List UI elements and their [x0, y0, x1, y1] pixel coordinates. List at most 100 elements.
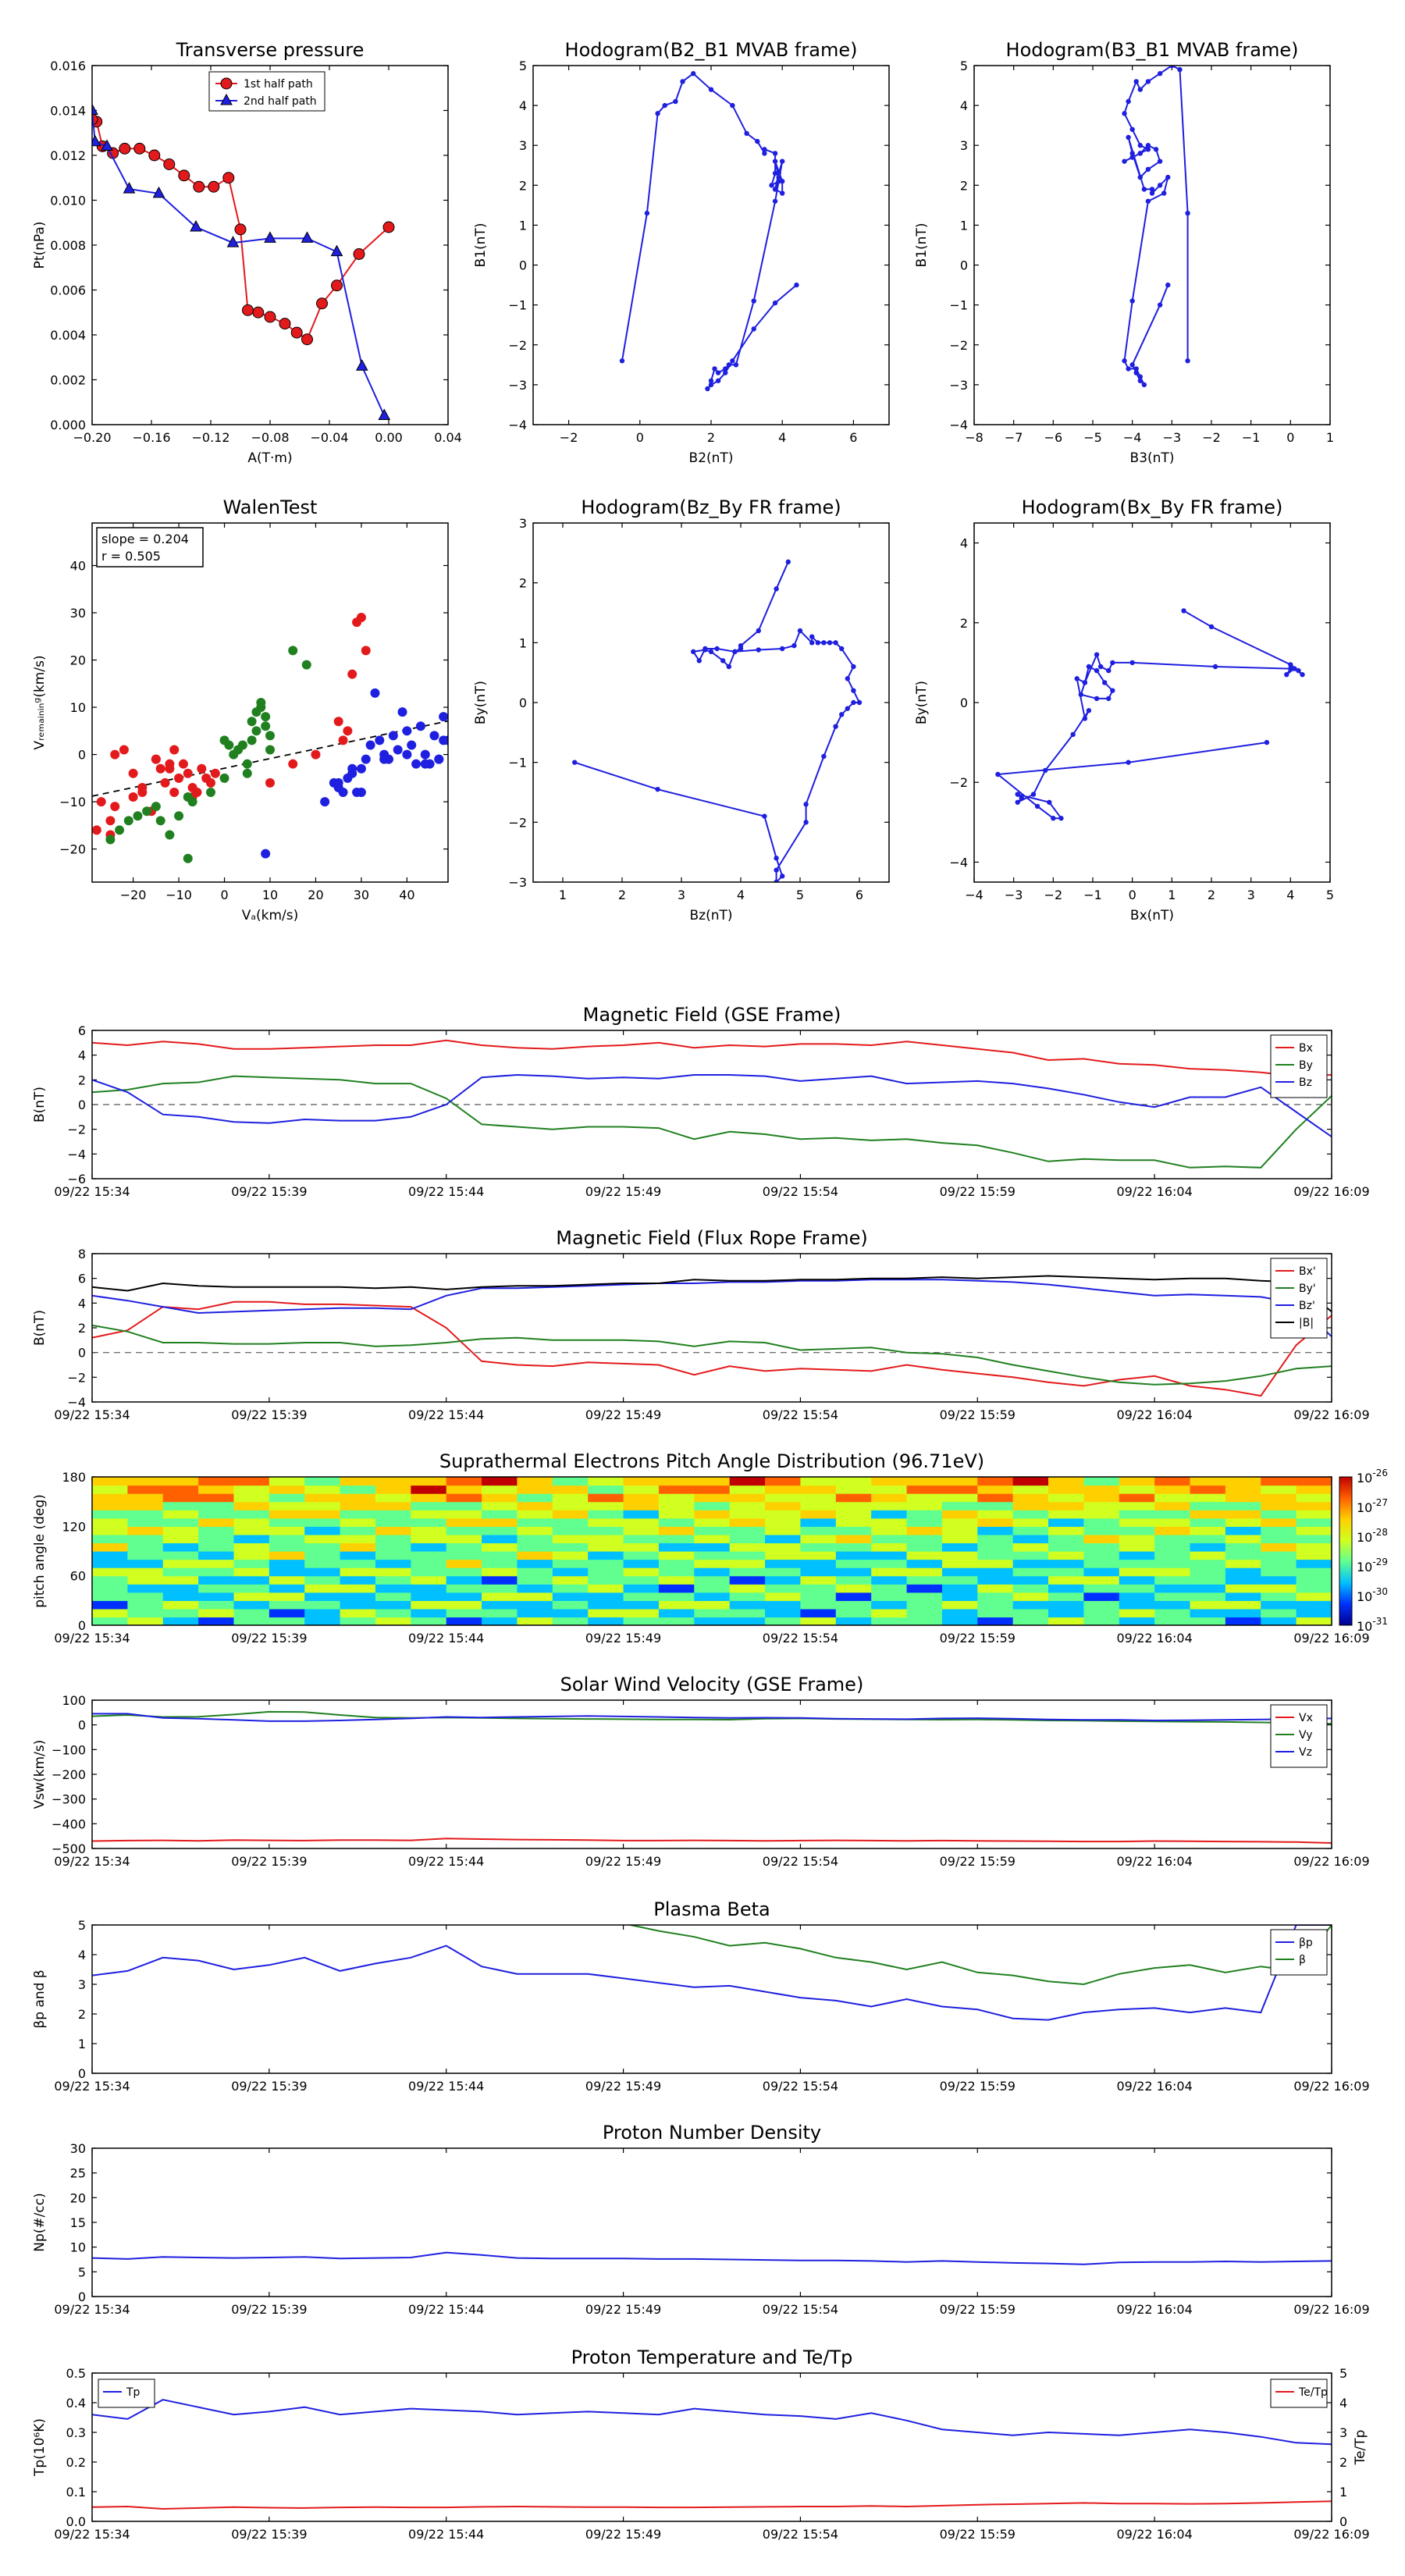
heatmap-cell: [340, 1485, 376, 1494]
data-point: [708, 378, 714, 383]
series-line-red: [92, 1838, 1332, 1844]
x-tick-label: −8: [965, 430, 984, 445]
heatmap-cell: [1261, 1517, 1297, 1527]
data-point: [1133, 370, 1139, 375]
time-tick-label: 09/22 15:34: [54, 1854, 130, 1869]
data-point: [1126, 98, 1131, 105]
time-tick-label: 09/22 16:09: [1293, 1407, 1369, 1422]
colorbar-tick-label: 10-31: [1357, 1616, 1388, 1634]
y-tick-label: −1: [508, 298, 527, 313]
data-point: [715, 378, 721, 383]
heatmap-cell: [1154, 1501, 1191, 1510]
scatter-point: [356, 763, 366, 774]
heatmap-cell: [1190, 1617, 1226, 1625]
y-tick-label: −4: [67, 1395, 86, 1410]
chart-title-h2: Hodogram(B3_B1 MVAB frame): [1006, 39, 1299, 61]
y-tick-label: 0.004: [50, 328, 86, 343]
plot-frame: [91, 2372, 1332, 2522]
heatmap-cell: [446, 1534, 482, 1544]
legend-label: Bx: [1299, 1042, 1313, 1055]
scatter-point: [439, 735, 448, 745]
x-tick-label: 2: [618, 888, 626, 902]
heatmap-cell: [517, 1600, 553, 1610]
heatmap-cell: [1119, 1567, 1155, 1577]
heatmap-cell: [1296, 1526, 1332, 1535]
scatter-point: [178, 759, 188, 769]
y-tick-label: −2: [67, 1123, 86, 1137]
y-tick-label: 40: [70, 558, 86, 573]
time-tick-label: 09/22 15:59: [940, 1854, 1016, 1869]
data-point: [712, 366, 717, 372]
time-tick-label: 09/22 15:39: [231, 1854, 307, 1869]
data-point: [119, 142, 131, 155]
time-tick-label: 09/22 15:59: [940, 1631, 1016, 1646]
heatmap-cell: [977, 1477, 1014, 1486]
heatmap-cell: [482, 1551, 518, 1560]
heatmap-cell: [269, 1600, 305, 1610]
heatmap-cell: [694, 1567, 731, 1577]
plot-area-h3: [572, 559, 863, 882]
heatmap-cell: [1119, 1617, 1155, 1625]
time-tick-label: 09/22 16:04: [1116, 1407, 1192, 1422]
heatmap-cell: [1296, 1493, 1332, 1503]
heatmap-cell: [1012, 1517, 1049, 1527]
heatmap-cell: [694, 1534, 731, 1544]
heatmap-cell: [1154, 1592, 1191, 1601]
heatmap-cell: [552, 1592, 589, 1601]
chart-title-h1: Hodogram(B2_B1 MVAB frame): [565, 39, 858, 61]
time-tick-label: 09/22 16:04: [1116, 2079, 1192, 2094]
heatmap-cell: [977, 1584, 1014, 1593]
y-tick-label: 0: [78, 1718, 86, 1733]
heatmap-cell: [623, 1485, 660, 1494]
x-tick-label: 0.04: [434, 430, 462, 445]
legend-box: [1270, 1704, 1328, 1768]
plot-frame: [91, 522, 449, 883]
heatmap-cell: [233, 1526, 270, 1535]
data-point: [708, 649, 714, 655]
plot-frame: [973, 65, 1331, 425]
chart-vsw: [91, 1699, 1332, 1849]
time-tick-label: 09/22 15:49: [585, 2302, 661, 2317]
heatmap-cell: [1296, 1584, 1332, 1593]
data-point: [264, 231, 276, 243]
heatmap-cell: [623, 1608, 660, 1618]
heatmap-cell: [304, 1501, 341, 1510]
time-tick-label: 09/22 15:49: [585, 1407, 661, 1422]
heatmap-cell: [1012, 1526, 1049, 1535]
heatmap-cell: [1225, 1600, 1261, 1610]
heatmap-cell: [729, 1559, 766, 1568]
heatmap-cell: [623, 1584, 660, 1593]
heatmap-cell: [1296, 1600, 1332, 1610]
heatmap-cell: [977, 1534, 1014, 1544]
heatmap-cell: [623, 1501, 660, 1510]
heatmap-cell: [1119, 1592, 1155, 1601]
heatmap-cell: [871, 1584, 908, 1593]
data-point: [833, 724, 838, 729]
heatmap-cell: [977, 1517, 1014, 1527]
y-tick-label: 10: [70, 700, 86, 715]
heatmap-cell: [92, 1485, 128, 1494]
heatmap-cell: [517, 1526, 553, 1535]
y-axis-label: By(nT): [914, 681, 930, 724]
heatmap-cell: [623, 1600, 660, 1610]
heatmap-cell: [233, 1617, 270, 1625]
heatmap-cell: [482, 1608, 518, 1618]
heatmap-cell: [233, 1567, 270, 1577]
heatmap-cell: [623, 1567, 660, 1577]
heatmap-cell: [658, 1477, 695, 1486]
scatter-point: [402, 749, 412, 760]
heatmap-cell: [1048, 1477, 1084, 1486]
heatmap-cell: [765, 1542, 802, 1552]
heatmap-cell: [482, 1501, 518, 1510]
data-point: [1181, 608, 1186, 614]
heatmap-cell: [871, 1559, 908, 1568]
y-tick-label: 30: [70, 606, 86, 621]
heatmap-cell: [304, 1493, 341, 1503]
heatmap-cell: [800, 1559, 837, 1568]
heatmap-cell: [941, 1608, 978, 1618]
heatmap-cell: [340, 1526, 376, 1535]
data-point: [756, 628, 761, 634]
data-point: [382, 221, 395, 233]
data-point: [673, 98, 678, 105]
heatmap-cell: [269, 1493, 305, 1503]
